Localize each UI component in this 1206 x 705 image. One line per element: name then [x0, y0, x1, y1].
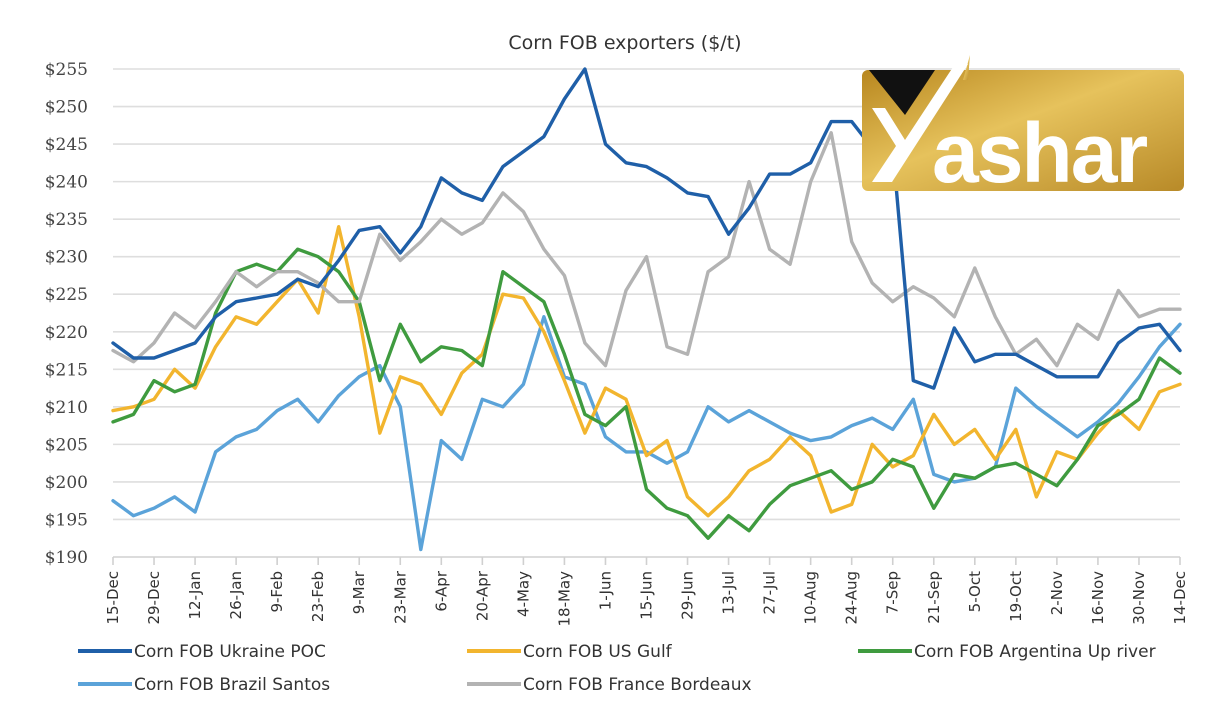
y-tick-label: $195 [45, 510, 88, 530]
x-tick-label: 2-Nov [1048, 571, 1066, 615]
legend: Corn FOB Ukraine POC Corn FOB US Gulf Corn… [78, 642, 1156, 695]
x-tick-label: 9-Mar [350, 570, 368, 614]
y-tick-label: $250 [45, 98, 88, 118]
y-tick-label: $255 [45, 60, 88, 80]
x-tick-label: 12-Jan [186, 571, 204, 619]
x-tick-label: 4-May [514, 571, 532, 617]
legend-label-corn-fob-argentina-up-river: Corn FOB Argentina Up river [914, 642, 1156, 662]
y-tick-label: $225 [45, 285, 88, 305]
legend-label-corn-fob-us-gulf: Corn FOB US Gulf [523, 642, 673, 662]
x-tick-label: 23-Feb [309, 571, 327, 622]
x-tick-label: 26-Jan [227, 571, 245, 619]
x-tick-label: 16-Nov [1089, 571, 1107, 625]
y-tick-label: $215 [45, 360, 88, 380]
y-tick-label: $190 [45, 548, 88, 568]
series-line-corn-fob-argentina-up-river [111, 247, 1182, 540]
logo-notch [963, 55, 970, 80]
series-line-corn-fob-us-gulf [111, 224, 1182, 518]
y-tick-label: $205 [45, 435, 88, 455]
x-axis: 15-Dec 29-Dec 12-Jan 26-Jan 9-Feb 23-Feb 9-Mar… [104, 556, 1189, 627]
x-tick-label: 15-Jun [638, 571, 656, 620]
x-tick-label: 7-Sep [884, 571, 902, 614]
x-tick-label: 13-Jul [720, 571, 738, 614]
x-tick-label: 29-Dec [145, 571, 163, 625]
x-tick-label: 6-Apr [432, 570, 450, 611]
legend-label-corn-fob-brazil-santos: Corn FOB Brazil Santos [134, 675, 330, 695]
series-lines [111, 67, 1182, 552]
y-axis-ticks: $190 $195 $200 $205 $210 $215 $220 $225 $230 $235… [45, 60, 88, 568]
x-tick-label: 24-Aug [843, 571, 861, 624]
x-tick-label: 5-Oct [966, 571, 984, 612]
x-tick-label: 29-Jun [679, 571, 697, 620]
x-tick-label: 23-Mar [391, 570, 409, 624]
x-tick-label: 19-Oct [1007, 571, 1025, 622]
logo-text: ashar [932, 106, 1147, 200]
x-tick-label: 21-Sep [925, 571, 943, 624]
x-tick-label: 9-Feb [268, 571, 286, 613]
y-tick-label: $200 [45, 473, 88, 493]
y-tick-label: $235 [45, 210, 88, 230]
series-line-corn-fob-france-bordeaux [111, 131, 1182, 368]
x-tick-label: 1-Jun [596, 571, 614, 610]
y-tick-label: $230 [45, 248, 88, 268]
legend-label-corn-fob-france-bordeaux: Corn FOB France Bordeaux [523, 675, 752, 695]
logo-y-glyph [872, 64, 968, 182]
y-tick-label: $210 [45, 398, 88, 418]
x-tick-label: 10-Aug [802, 571, 820, 624]
x-tick-label: 18-May [555, 571, 573, 627]
x-tick-label: 14-Dec [1171, 571, 1189, 625]
y-tick-label: $240 [45, 173, 88, 193]
y-tick-label: $245 [45, 135, 88, 155]
x-tick-label: 20-Apr [473, 570, 491, 621]
chart-title: Corn FOB exporters ($/t) [508, 32, 741, 54]
legend-label-corn-fob-ukraine-poc: Corn FOB Ukraine POC [134, 642, 326, 662]
x-tick-label: 30-Nov [1130, 571, 1148, 625]
yashar-logo: ashar [862, 55, 1184, 200]
series-line-corn-fob-ukraine-poc [111, 67, 1182, 390]
y-tick-label: $220 [45, 323, 88, 343]
logo-black-triangle [869, 70, 935, 115]
x-tick-label: 27-Jul [761, 571, 779, 614]
x-tick-label: 15-Dec [104, 571, 122, 625]
